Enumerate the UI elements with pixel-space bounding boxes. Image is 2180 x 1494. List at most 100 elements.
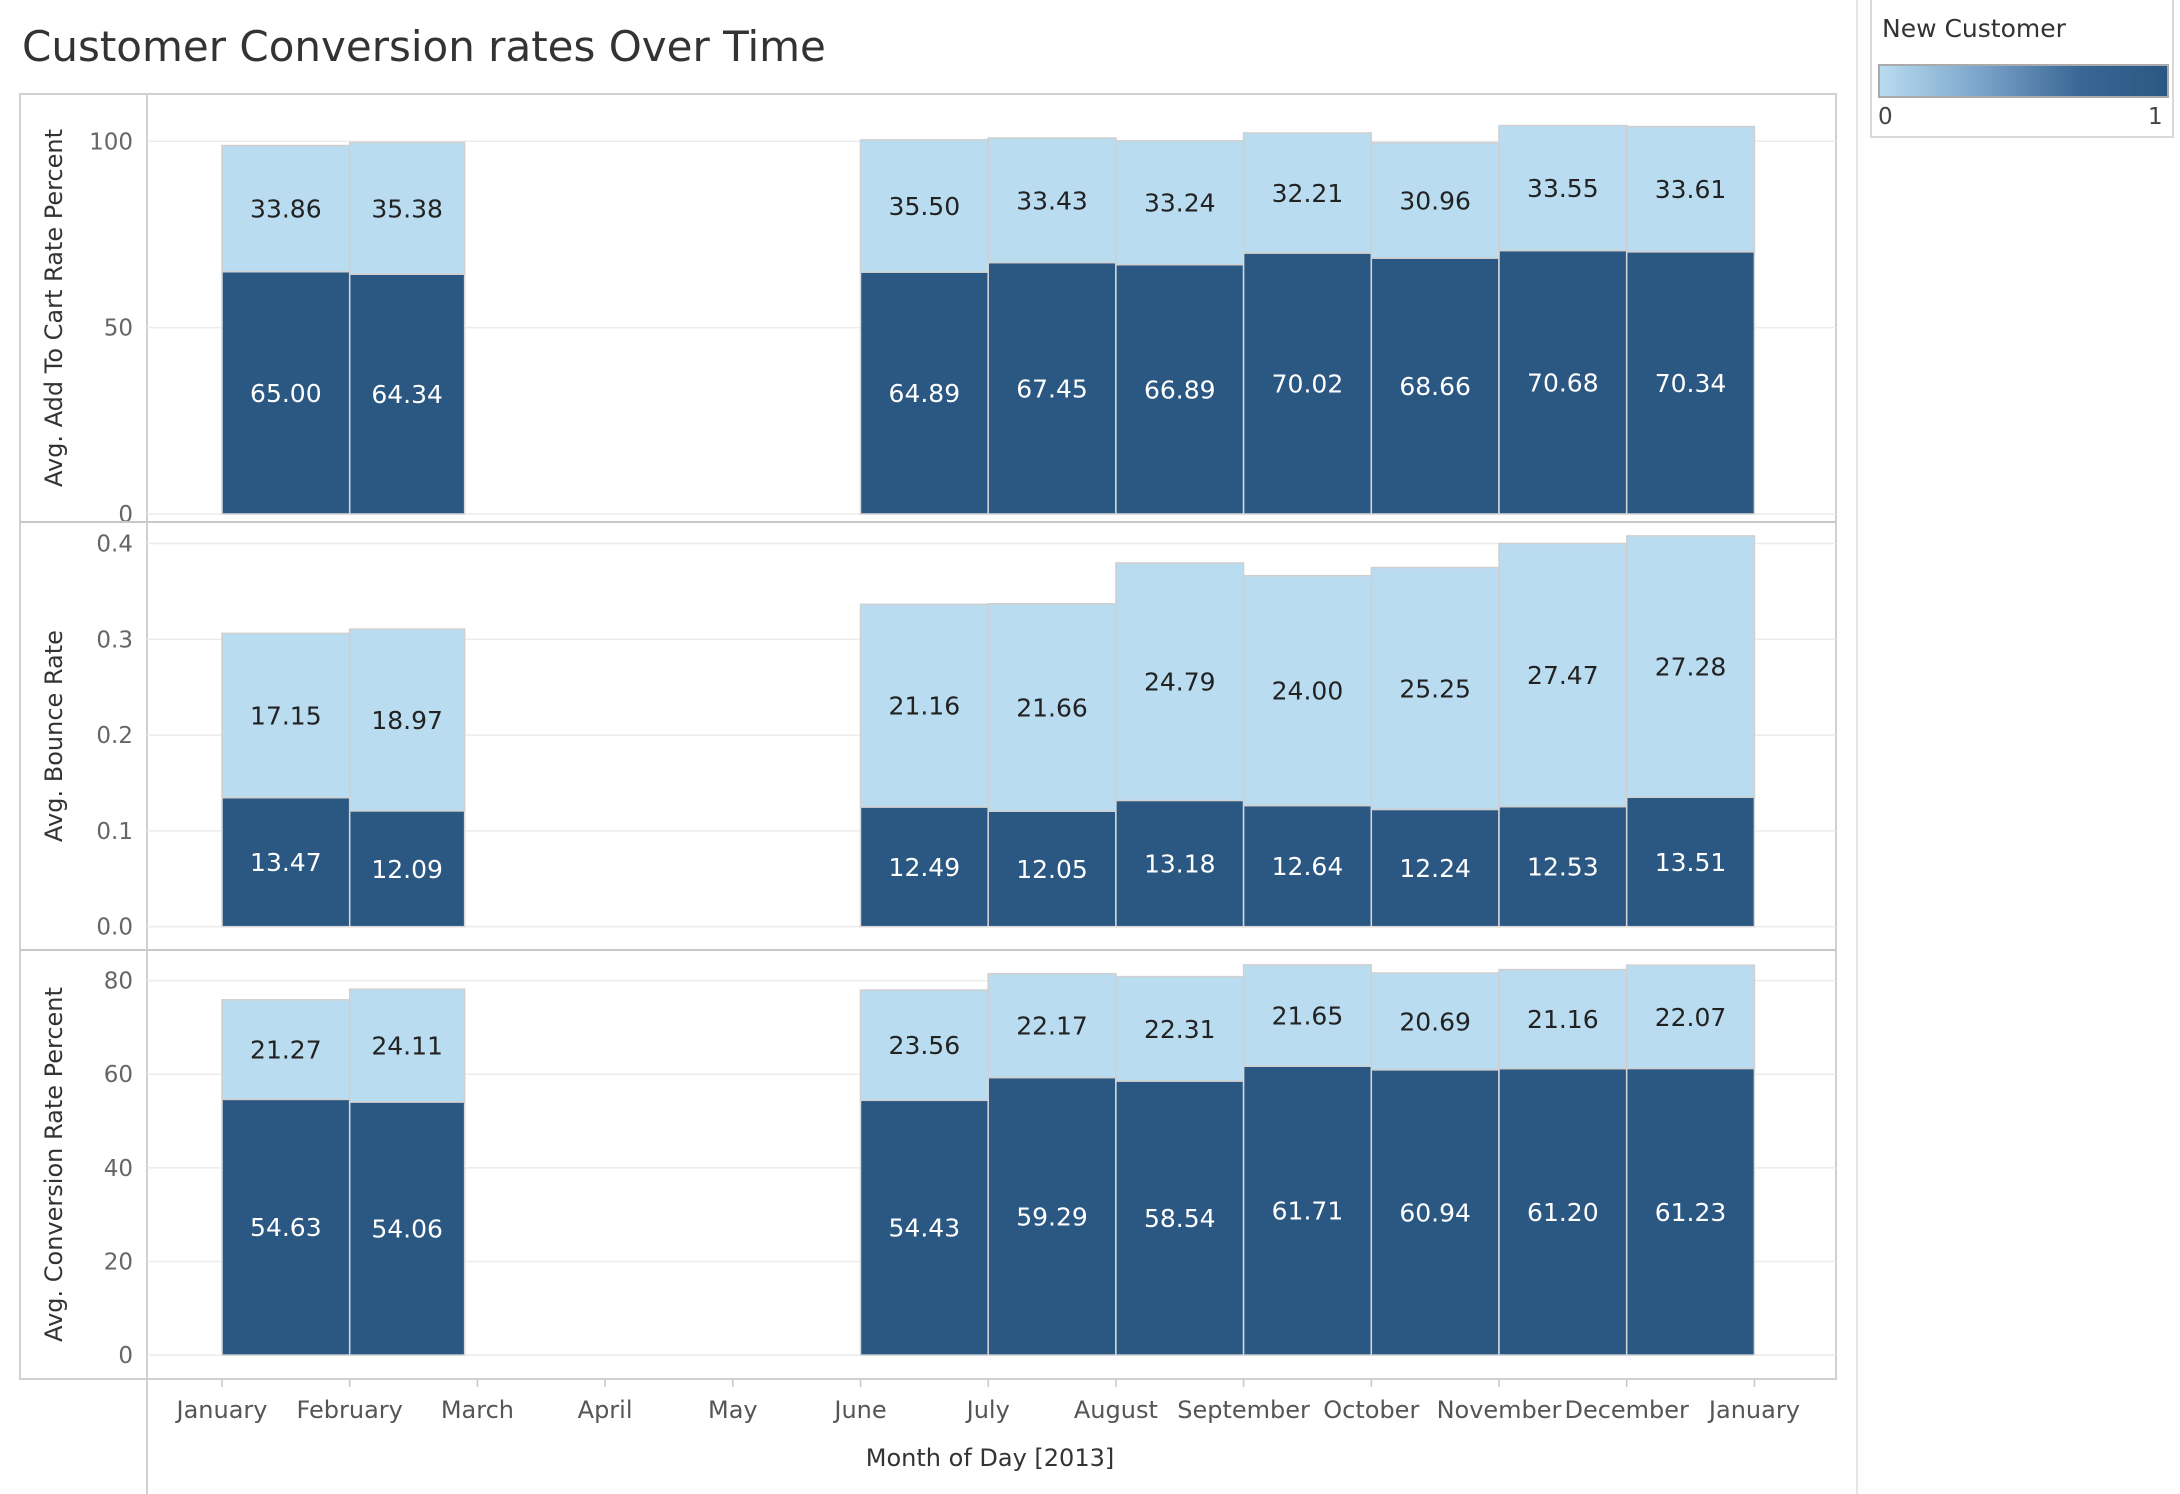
bar-segment-new-customer-1 <box>1242 804 1373 928</box>
bar-segment-new-customer-0 <box>987 973 1117 1079</box>
data-label: 61.20 <box>1527 1198 1599 1227</box>
data-label: 21.16 <box>1527 1005 1599 1034</box>
data-label: 21.66 <box>1016 693 1088 722</box>
bar-segment-new-customer-1 <box>221 1098 351 1356</box>
data-label: 54.06 <box>371 1215 443 1244</box>
bar-segment-new-customer-1 <box>859 1099 989 1356</box>
data-label: 70.02 <box>1272 370 1344 399</box>
data-label: 13.51 <box>1655 848 1727 877</box>
data-label: 70.68 <box>1527 368 1599 397</box>
bar-segment-new-customer-0 <box>221 999 351 1101</box>
y-tick-label: 100 <box>89 129 133 155</box>
data-label: 33.61 <box>1655 175 1727 204</box>
data-label: 24.00 <box>1272 677 1344 706</box>
bar-segment-new-customer-0 <box>1625 125 1756 253</box>
data-label: 33.43 <box>1016 186 1088 215</box>
data-label: 12.49 <box>889 853 961 882</box>
data-label: 13.47 <box>250 848 322 877</box>
y-tick-label: 60 <box>104 1062 133 1088</box>
y-tick-label: 0.3 <box>96 627 133 653</box>
x-tick-label: September <box>1177 1396 1310 1424</box>
legend-panel <box>1856 0 2180 1494</box>
data-label: 33.55 <box>1527 174 1599 203</box>
data-label: 27.47 <box>1527 661 1599 690</box>
data-label: 64.89 <box>889 379 961 408</box>
data-label: 30.96 <box>1399 186 1471 215</box>
bar-segment-new-customer-0 <box>1115 140 1245 266</box>
data-label: 70.34 <box>1655 369 1727 398</box>
data-label: 33.86 <box>250 195 322 224</box>
y-tick-label: 0.0 <box>96 915 133 941</box>
bar-segment-new-customer-0 <box>348 988 466 1103</box>
x-tick-label: December <box>1564 1396 1689 1424</box>
y-tick-label: 0 <box>118 502 133 528</box>
data-label: 61.23 <box>1655 1198 1727 1227</box>
y-tick-label: 0.4 <box>96 531 133 557</box>
legend-min-label: 0 <box>1878 104 1893 130</box>
plot-frame <box>19 93 1837 1380</box>
bar-segment-new-customer-1 <box>859 806 989 928</box>
data-label: 32.21 <box>1272 179 1344 208</box>
bar-segment-new-customer-0 <box>987 603 1117 812</box>
bar-segment-new-customer-0 <box>1370 141 1500 259</box>
data-label: 25.25 <box>1399 674 1471 703</box>
bar-segment-new-customer-0 <box>1115 975 1245 1082</box>
data-label: 20.69 <box>1399 1007 1471 1036</box>
data-label: 59.29 <box>1016 1202 1088 1231</box>
bar-segment-new-customer-1 <box>348 810 466 928</box>
data-label: 58.54 <box>1144 1204 1216 1233</box>
x-tick-label: February <box>297 1396 403 1424</box>
data-label: 64.34 <box>371 380 443 409</box>
bar-segment-new-customer-1 <box>348 273 466 515</box>
legend-title: New Customer <box>1882 14 2066 43</box>
bar-segment-new-customer-1 <box>1625 1067 1756 1356</box>
x-tick-label: August <box>1074 1396 1158 1424</box>
bar-segment-new-customer-1 <box>987 1076 1117 1356</box>
bar-segment-new-customer-1 <box>1625 796 1756 928</box>
bar-segment-new-customer-1 <box>1625 251 1756 515</box>
bar-segment-new-customer-0 <box>1625 964 1756 1070</box>
data-label: 22.31 <box>1144 1015 1216 1044</box>
data-label: 12.64 <box>1272 852 1344 881</box>
data-label: 54.63 <box>250 1213 322 1242</box>
bar-segment-new-customer-0 <box>1498 124 1628 252</box>
chart-title: Customer Conversion rates Over Time <box>22 22 826 71</box>
x-tick-label: March <box>441 1396 514 1424</box>
bar-segment-new-customer-0 <box>1625 535 1756 799</box>
data-label: 27.28 <box>1655 653 1727 682</box>
data-label: 22.07 <box>1655 1003 1727 1032</box>
data-label: 24.11 <box>371 1032 443 1061</box>
bar-segment-new-customer-1 <box>221 796 351 928</box>
data-label: 12.05 <box>1016 855 1088 884</box>
data-label: 33.24 <box>1144 189 1216 218</box>
chart-svg: 0 50 100 Avg. Add To Cart Rate Percent 65.00… <box>19 93 1837 1494</box>
y-tick-label: 0.2 <box>96 723 133 749</box>
data-label: 35.38 <box>371 194 443 223</box>
data-label: 22.17 <box>1016 1012 1088 1041</box>
y-axis-title: Avg. Add To Cart Rate Percent <box>40 129 68 487</box>
data-label: 35.50 <box>889 192 961 221</box>
bar-segment-new-customer-0 <box>348 141 466 275</box>
bar-segment-new-customer-0 <box>987 137 1117 264</box>
bar-segment-new-customer-0 <box>221 632 351 799</box>
bar-segment-new-customer-0 <box>859 139 989 273</box>
y-tick-label: 40 <box>104 1156 133 1182</box>
bar-segment-new-customer-0 <box>348 628 466 812</box>
data-label: 67.45 <box>1016 374 1088 403</box>
data-label: 68.66 <box>1399 372 1471 401</box>
data-label: 23.56 <box>889 1031 961 1060</box>
x-tick-label: June <box>832 1396 886 1424</box>
y-tick-label: 50 <box>104 316 133 342</box>
bar-segment-new-customer-0 <box>1242 132 1373 254</box>
data-label: 65.00 <box>250 379 322 408</box>
x-tick-label: October <box>1323 1396 1419 1424</box>
bar-segment-new-customer-0 <box>1370 566 1500 811</box>
bar-segment-new-customer-1 <box>348 1101 466 1356</box>
bar-segment-new-customer-1 <box>221 270 351 515</box>
x-axis-title: Month of Day [2013] <box>866 1444 1114 1472</box>
y-tick-label: 80 <box>104 969 133 995</box>
bar-segment-new-customer-1 <box>1242 1065 1373 1356</box>
data-label: 12.24 <box>1399 854 1471 883</box>
legend-color-ramp <box>1878 64 2169 98</box>
bar-segment-new-customer-0 <box>1242 964 1373 1067</box>
